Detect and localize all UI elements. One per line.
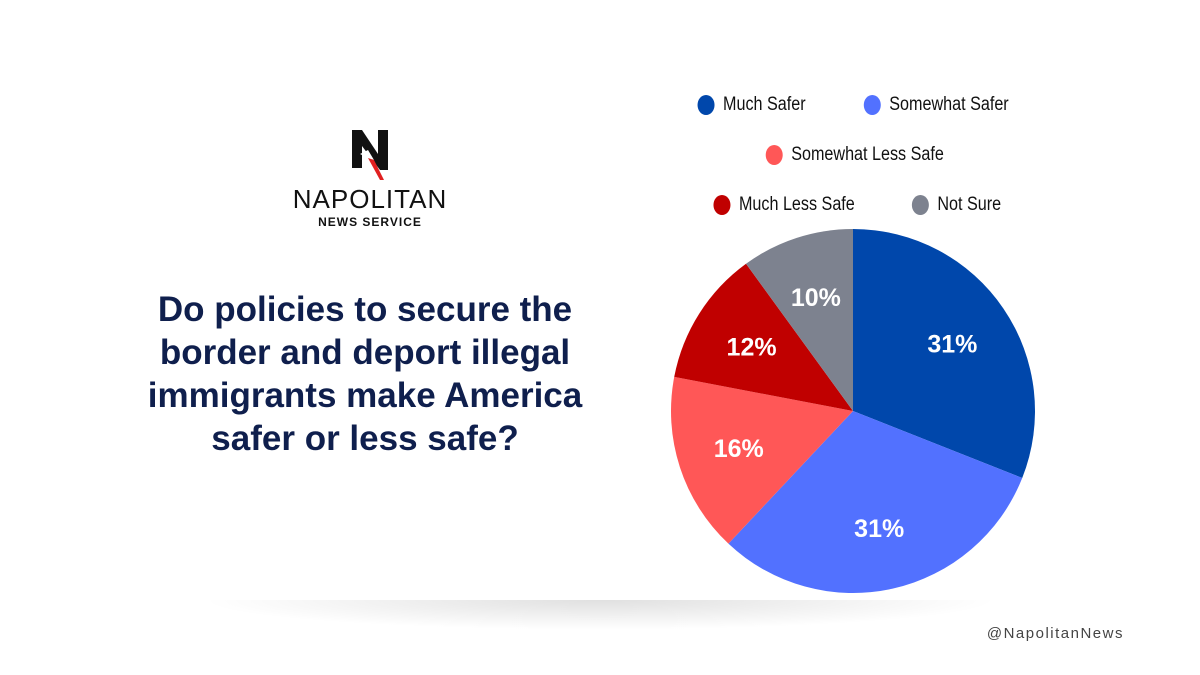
pie-slice-not-sure (746, 229, 853, 411)
n-bird-logo-icon (352, 130, 388, 180)
legend: Much Safer Somewhat Safer Somewhat Less … (680, 80, 1030, 230)
legend-dot (713, 195, 731, 215)
card-shadow (200, 600, 1000, 630)
chart-title: Do policies to secure the border and dep… (147, 290, 583, 458)
napolitan-logo: NAPOLITAN NEWS SERVICE (280, 128, 460, 229)
pie-slice-much-safer (853, 229, 1035, 478)
pie-slice-much-less-safe (674, 263, 853, 411)
social-handle: @NapolitanNews (986, 625, 1124, 642)
data-label: 31% (927, 330, 977, 358)
data-label: 31% (854, 515, 904, 543)
legend-label: Somewhat Less Safe (791, 144, 945, 165)
pie-slice-somewhat-safer (728, 411, 1023, 593)
legend-label: Somewhat Safer (889, 94, 1010, 115)
legend-label: Not Sure (936, 194, 1001, 215)
pie-chart: 31% 31% 16% 12% 10% (671, 229, 1035, 593)
legend-item-much-safer: Much Safer (697, 94, 806, 116)
legend-item-much-less-safe: Much Less Safe (713, 194, 856, 216)
data-label: 12% (727, 334, 777, 362)
legend-dot (765, 145, 783, 165)
legend-item-somewhat-safer: Somewhat Safer (864, 94, 1009, 116)
legend-item-not-sure: Not Sure (911, 194, 1001, 216)
legend-dot (864, 95, 882, 115)
brand-subtitle: NEWS SERVICE (318, 215, 422, 229)
legend-dot (697, 95, 715, 115)
legend-item-somewhat-less-safe: Somewhat Less Safe (765, 144, 945, 166)
legend-label: Much Less Safe (739, 194, 856, 215)
brand-name: NAPOLITAN (292, 184, 448, 214)
data-label: 16% (714, 435, 764, 463)
pie-slice-somewhat-less-safe (671, 376, 853, 544)
data-label: 10% (791, 284, 841, 312)
legend-label: Much Safer (723, 94, 806, 115)
legend-dot (911, 195, 929, 215)
